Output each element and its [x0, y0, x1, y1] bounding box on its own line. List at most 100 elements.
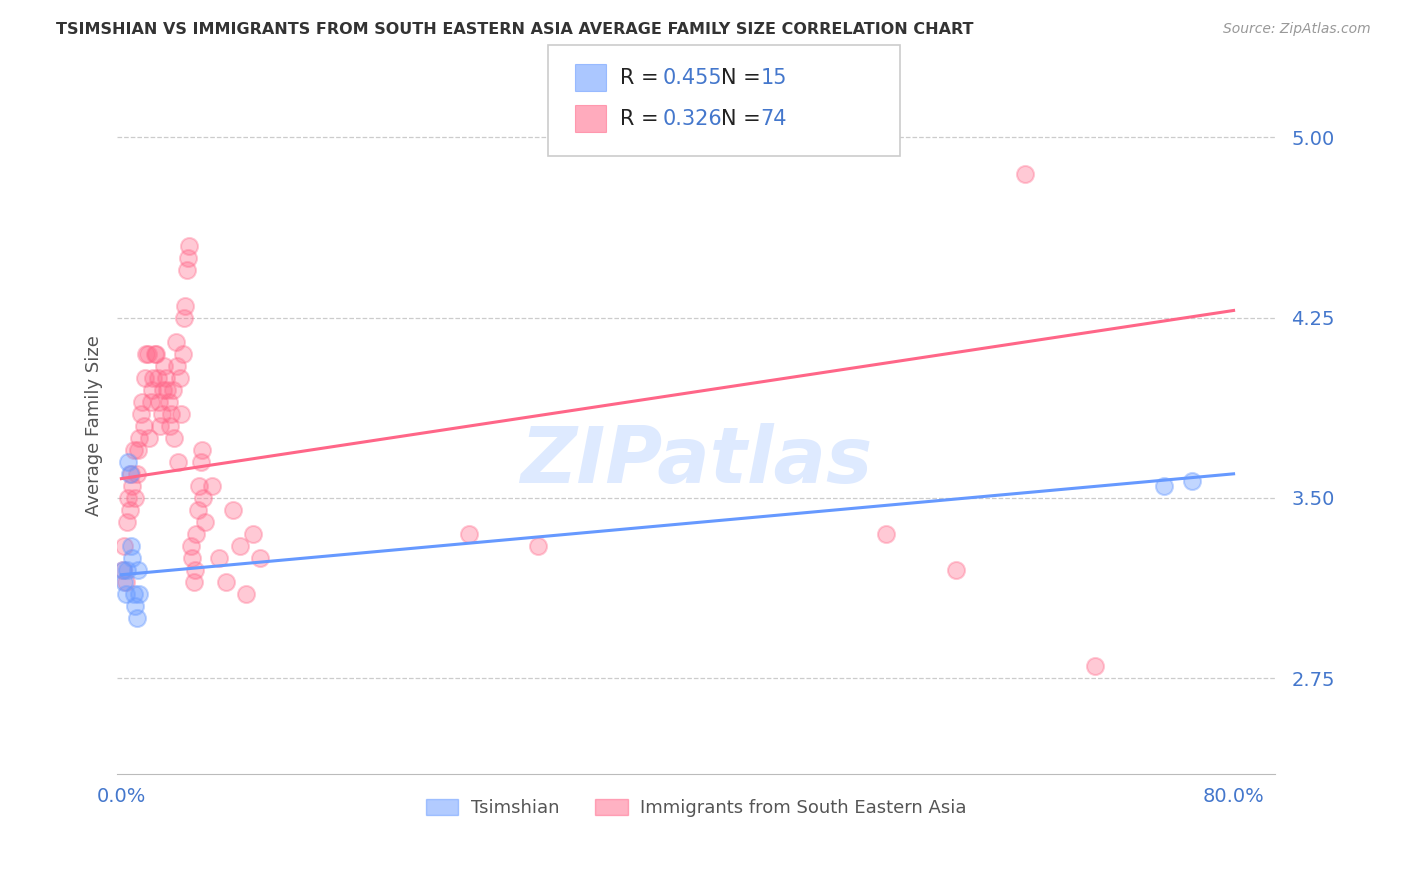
Y-axis label: Average Family Size: Average Family Size	[86, 335, 103, 516]
Point	[118, 467, 141, 481]
Point	[188, 479, 211, 493]
Point	[221, 503, 243, 517]
Point	[169, 370, 191, 384]
Point	[121, 479, 143, 493]
Text: N =: N =	[721, 109, 768, 128]
Point	[135, 347, 157, 361]
Point	[122, 587, 145, 601]
Point	[145, 347, 167, 361]
Point	[181, 550, 204, 565]
Point	[146, 370, 169, 384]
Point	[167, 455, 190, 469]
Legend: Tsimshian, Immigrants from South Eastern Asia: Tsimshian, Immigrants from South Eastern…	[419, 791, 974, 824]
Point	[128, 587, 150, 601]
Point	[129, 407, 152, 421]
Point	[172, 347, 194, 361]
Point	[112, 574, 135, 589]
Point	[184, 563, 207, 577]
Point	[153, 359, 176, 373]
Point	[165, 334, 187, 349]
Point	[186, 527, 208, 541]
Text: R =: R =	[620, 68, 665, 87]
Point	[114, 587, 136, 601]
Point	[160, 407, 183, 421]
Point	[875, 527, 897, 541]
Point	[173, 310, 195, 325]
Point	[174, 299, 197, 313]
Point	[208, 550, 231, 565]
Text: TSIMSHIAN VS IMMIGRANTS FROM SOUTH EASTERN ASIA AVERAGE FAMILY SIZE CORRELATION : TSIMSHIAN VS IMMIGRANTS FROM SOUTH EASTE…	[56, 22, 974, 37]
Point	[458, 527, 481, 541]
Text: 0.455: 0.455	[662, 68, 721, 87]
Point	[190, 455, 212, 469]
Point	[166, 359, 188, 373]
Point	[138, 431, 160, 445]
Text: 0.326: 0.326	[662, 109, 721, 128]
Point	[128, 431, 150, 445]
Point	[194, 515, 217, 529]
Point	[945, 563, 967, 577]
Point	[125, 467, 148, 481]
Point	[183, 574, 205, 589]
Point	[136, 347, 159, 361]
Point	[124, 599, 146, 613]
Point	[114, 574, 136, 589]
Point	[155, 370, 177, 384]
Point	[125, 611, 148, 625]
Point	[143, 347, 166, 361]
Point	[121, 550, 143, 565]
Point	[157, 394, 180, 409]
Point	[162, 383, 184, 397]
Point	[120, 467, 142, 481]
Point	[249, 550, 271, 565]
Point	[132, 418, 155, 433]
Point	[159, 418, 181, 433]
Text: N =: N =	[721, 68, 768, 87]
Point	[193, 491, 215, 505]
Point	[163, 431, 186, 445]
Text: 74: 74	[761, 109, 787, 128]
Point	[111, 563, 134, 577]
Point	[176, 262, 198, 277]
Point	[177, 251, 200, 265]
Text: 15: 15	[761, 68, 787, 87]
Point	[152, 383, 174, 397]
Point	[156, 383, 179, 397]
Point	[180, 539, 202, 553]
Point	[111, 563, 134, 577]
Point	[148, 394, 170, 409]
Point	[118, 503, 141, 517]
Point	[191, 442, 214, 457]
Point	[1153, 479, 1175, 493]
Point	[131, 394, 153, 409]
Point	[242, 527, 264, 541]
Point	[201, 479, 224, 493]
Point	[179, 238, 201, 252]
Point	[117, 455, 139, 469]
Text: R =: R =	[620, 109, 665, 128]
Text: ZIPatlas: ZIPatlas	[520, 423, 872, 499]
Point	[228, 539, 250, 553]
Point	[117, 491, 139, 505]
Point	[1181, 474, 1204, 488]
Point	[124, 491, 146, 505]
Point	[139, 394, 162, 409]
Point	[134, 370, 156, 384]
Point	[187, 503, 209, 517]
Point	[150, 407, 173, 421]
Point	[214, 574, 236, 589]
Point	[149, 418, 172, 433]
Point	[170, 407, 193, 421]
Point	[120, 539, 142, 553]
Point	[115, 563, 138, 577]
Point	[127, 442, 149, 457]
Point	[122, 442, 145, 457]
Point	[115, 515, 138, 529]
Point	[1083, 659, 1105, 673]
Point	[112, 539, 135, 553]
Text: Source: ZipAtlas.com: Source: ZipAtlas.com	[1223, 22, 1371, 37]
Point	[527, 539, 550, 553]
Point	[142, 370, 165, 384]
Point	[127, 563, 149, 577]
Point	[235, 587, 257, 601]
